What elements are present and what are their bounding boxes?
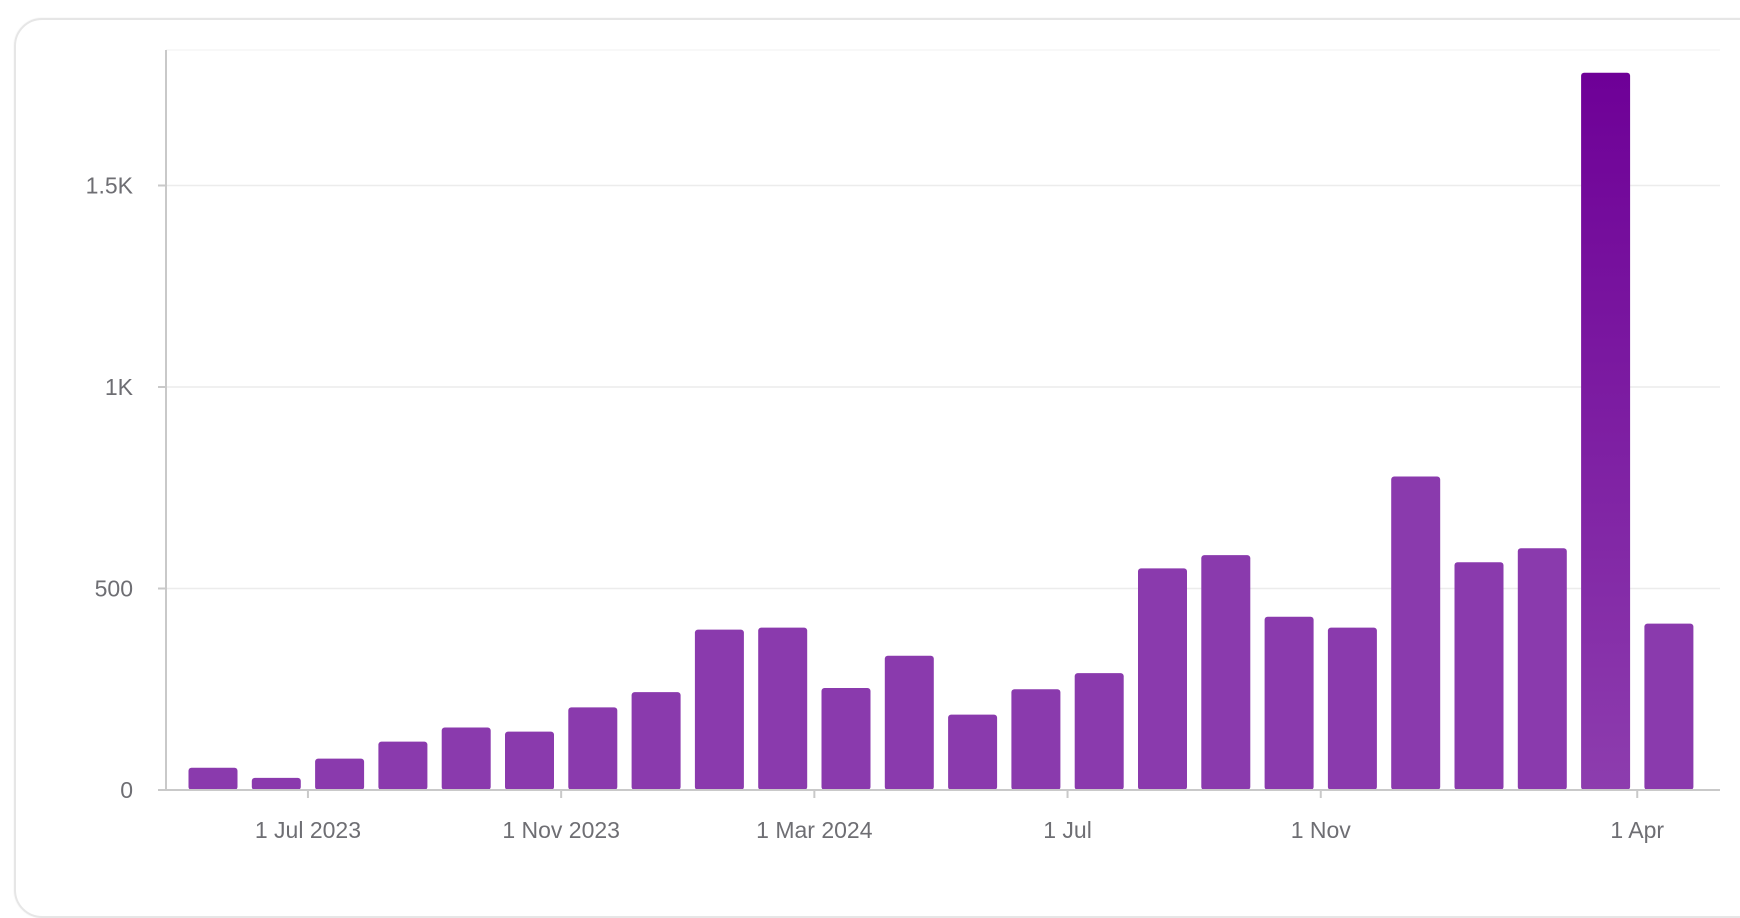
bars [188,72,1694,791]
bar-2024-06[interactable] [1011,689,1061,791]
x-tick-label: 1 Jul [1043,817,1092,843]
bar-2024-03[interactable] [821,688,871,790]
bar-2024-04[interactable] [884,655,934,790]
bar-2023-11[interactable] [568,707,618,790]
y-tick-label: 1.5K [86,173,134,199]
bar-chart: 0 500 1K 1.5K 1 Jul 2023 1 Nov 2023 1 Mar 202… [86,49,1720,843]
bar-2025-02[interactable] [1517,548,1567,790]
chart-card [14,18,1740,918]
x-tick-label: 1 Mar 2024 [756,817,873,843]
y-tick-label: 0 [120,777,133,803]
x-tick-label: 1 Nov [1291,817,1352,843]
bar-2023-08[interactable] [378,741,428,790]
bar-2025-04[interactable] [1644,623,1694,790]
bar-2024-11[interactable] [1327,627,1377,790]
bar-2023-09[interactable] [441,727,491,791]
bar-2024-12[interactable] [1391,476,1441,791]
bar-2024-08[interactable] [1138,568,1187,790]
y-tick-label: 500 [95,576,133,602]
bar-2024-10[interactable] [1264,616,1314,790]
grid-lines [166,49,1720,590]
y-tick-labels: 0 500 1K 1.5K [86,173,166,803]
x-tick-label: 1 Jul 2023 [255,817,361,843]
bar-2025-03[interactable] [1581,72,1631,790]
bar-2023-10[interactable] [505,731,554,790]
x-tick-label: 1 Apr [1610,817,1664,843]
bar-2023-07[interactable] [315,758,365,790]
bar-2024-01[interactable] [694,629,744,790]
bar-2024-05[interactable] [948,714,998,790]
bar-2023-12[interactable] [631,692,681,790]
x-tick-labels: 1 Jul 2023 1 Nov 2023 1 Mar 2024 1 Jul 1 Nov… [255,790,1664,843]
bar-2025-01[interactable] [1454,562,1504,790]
bar-2024-09[interactable] [1201,555,1251,790]
x-tick-label: 1 Nov 2023 [502,817,620,843]
bar-2024-07[interactable] [1074,673,1124,790]
bar-2023-05[interactable] [188,767,238,790]
bar-2024-02[interactable] [758,627,808,790]
bar-2023-06[interactable] [251,777,301,790]
y-tick-label: 1K [105,374,134,400]
